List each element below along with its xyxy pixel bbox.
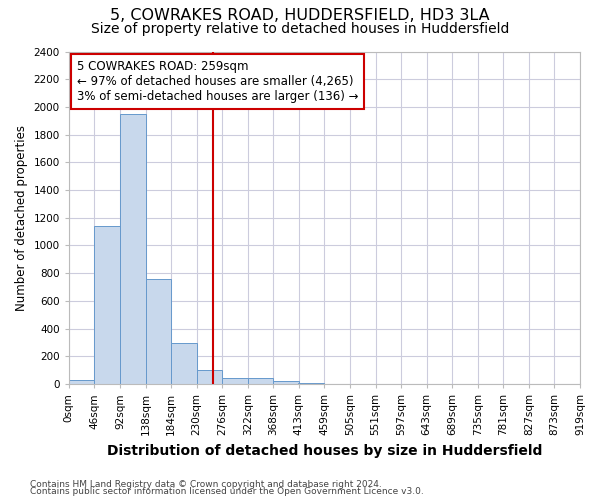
Bar xyxy=(171,343,197,384)
Bar xyxy=(273,380,299,384)
Text: 5, COWRAKES ROAD, HUDDERSFIELD, HD3 3LA: 5, COWRAKES ROAD, HUDDERSFIELD, HD3 3LA xyxy=(110,8,490,22)
Text: Contains HM Land Registry data © Crown copyright and database right 2024.: Contains HM Land Registry data © Crown c… xyxy=(30,480,382,489)
Bar xyxy=(197,370,222,384)
Bar xyxy=(298,382,324,384)
Y-axis label: Number of detached properties: Number of detached properties xyxy=(15,125,28,311)
Bar xyxy=(94,226,120,384)
Bar xyxy=(146,278,171,384)
Bar xyxy=(248,378,273,384)
Text: Size of property relative to detached houses in Huddersfield: Size of property relative to detached ho… xyxy=(91,22,509,36)
Bar xyxy=(120,114,146,384)
Text: 5 COWRAKES ROAD: 259sqm
← 97% of detached houses are smaller (4,265)
3% of semi-: 5 COWRAKES ROAD: 259sqm ← 97% of detache… xyxy=(77,60,358,103)
Bar xyxy=(222,378,248,384)
X-axis label: Distribution of detached houses by size in Huddersfield: Distribution of detached houses by size … xyxy=(107,444,542,458)
Bar xyxy=(69,380,94,384)
Text: Contains public sector information licensed under the Open Government Licence v3: Contains public sector information licen… xyxy=(30,488,424,496)
